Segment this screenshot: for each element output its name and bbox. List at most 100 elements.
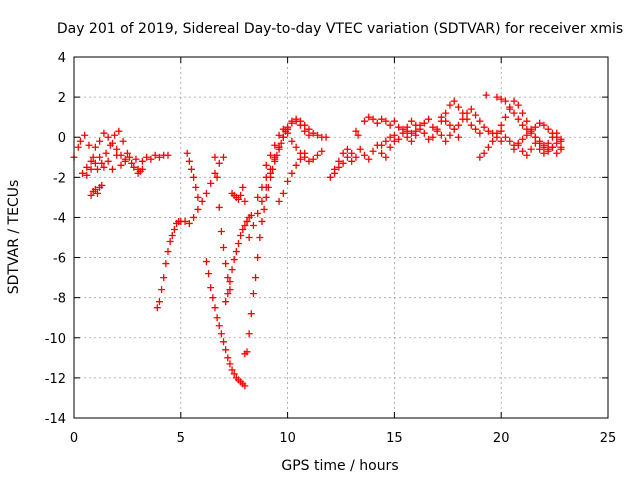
data-point [296,155,304,163]
data-point [454,103,462,111]
data-point [501,97,509,105]
data-point [446,101,454,109]
data-point [100,129,108,137]
data-point [514,115,522,123]
data-point [256,234,264,241]
y-tick-label: 2 [58,91,66,106]
data-point [98,159,106,167]
y-tick-label: -10 [45,332,66,347]
data-point [151,151,159,159]
data-point [81,131,89,139]
data-point [407,117,415,125]
data-point [493,129,501,137]
data-point [301,127,309,135]
data-point [407,137,415,145]
data-point [501,113,509,121]
data-point [484,143,492,151]
data-point [143,153,151,161]
data-point [472,125,480,133]
data-point [104,157,112,165]
data-point [429,123,437,131]
data-point [166,238,174,246]
data-point [183,149,191,157]
data-point [519,109,527,117]
data-point [194,205,202,213]
data-point [459,115,467,123]
data-point [262,193,270,201]
data-point [314,151,322,159]
data-point [96,137,104,145]
series-drop-a [183,149,202,201]
data-point [527,127,535,135]
data-point [480,149,488,157]
data-point [228,366,236,374]
data-point [514,141,522,149]
data-point [378,115,386,123]
data-point [416,121,424,129]
data-point [386,143,394,151]
data-point [343,145,351,153]
series-early-cluster-c [83,151,129,179]
data-point [100,163,108,171]
data-point [369,115,377,123]
data-point [463,109,471,117]
data-point [271,153,279,161]
data-point [138,165,146,173]
data-point [318,147,326,155]
series-climb-d [262,125,326,169]
data-point [160,274,168,282]
data-point [194,193,202,201]
data-point [277,139,285,147]
data-point [185,157,193,165]
data-point [211,169,219,177]
data-point [93,165,101,173]
data-point [170,225,178,233]
data-point [437,131,445,139]
data-point [130,163,138,171]
data-point [348,149,356,157]
data-point [284,177,292,185]
y-tick-labels: -14 -12 -10 -8 -6 -4 -2 0 2 4 [45,51,66,427]
series-band-20c [510,139,565,159]
data-point [241,197,249,205]
data-point [111,131,119,139]
series-mid-d [228,183,251,225]
data-point [87,157,95,165]
data-point [234,195,242,203]
data-point [450,97,458,105]
series-band-14 [360,113,420,139]
data-point [187,165,195,173]
series-early-cluster-b [76,127,140,173]
data-point [476,153,484,161]
data-point [168,231,176,239]
data-point [243,348,251,356]
data-point [158,286,166,294]
data-point [373,119,381,127]
data-point [442,109,450,117]
data-point [262,161,270,169]
data-point [74,143,82,151]
data-point [279,125,287,133]
data-point [433,125,441,133]
data-point [220,153,228,161]
data-point [117,161,125,169]
data-point [309,129,317,137]
data-point [514,101,522,109]
data-point [217,330,225,338]
series-spike-19 [482,91,490,99]
data-point [482,91,490,99]
x-tick-label: 15 [386,431,403,446]
data-point [382,137,390,145]
data-point [536,137,544,145]
data-point [185,219,193,227]
data-point [305,131,313,139]
data-point [497,127,505,135]
data-point [113,145,121,153]
data-point [305,125,313,133]
data-point [192,183,200,191]
data-point [217,227,225,235]
data-point [378,149,386,157]
data-point [79,169,87,177]
